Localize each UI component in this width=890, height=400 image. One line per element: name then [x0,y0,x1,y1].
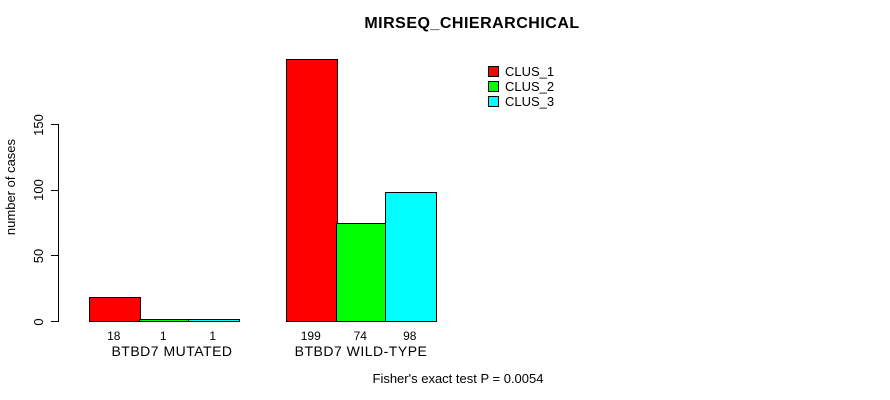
y-tick-label-100: 100 [30,179,46,202]
chart-title: MIRSEQ_CHIERARCHICAL [364,15,580,32]
group-label-1: BTBD7 MUTATED [111,343,233,359]
fisher-test-annotation: Fisher's exact test P = 0.0054 [372,371,544,386]
legend-row-clus_3: CLUS_3 [488,94,554,109]
legend-label: CLUS_2 [505,79,555,94]
bar-clus_1-group2 [286,59,338,323]
legend-label: CLUS_3 [505,94,555,109]
bar-value-label: 1 [209,329,217,343]
y-tick-0 [51,321,58,322]
bar-value-label: 18 [107,329,121,343]
legend-label: CLUS_1 [505,64,555,79]
group-label-2: BTBD7 WILD-TYPE [294,343,428,359]
y-tick-50 [51,255,58,257]
bar-clus_3-group2 [385,191,437,323]
legend-swatch-icon [488,81,499,92]
legend-row-clus_1: CLUS_1 [488,64,554,79]
legend-row-clus_2: CLUS_2 [488,79,554,94]
bar-clus_3-group1 [188,319,240,323]
y-tick-label-50: 50 [30,248,46,264]
y-axis-label: number of cases [3,138,18,236]
bar-value-label: 1 [159,329,167,343]
y-tick-label-0: 0 [30,317,46,326]
bar-value-label: 199 [300,329,321,343]
legend: CLUS_1 CLUS_2 CLUS_3 [488,64,554,109]
bar-clus_2-group2 [335,223,387,323]
y-tick-150 [51,124,58,125]
legend-swatch-icon [488,66,499,77]
y-tick-100 [51,189,58,191]
y-axis-line [58,124,59,322]
bar-value-label: 74 [353,329,367,343]
bar-clus_1-group1 [89,296,141,323]
bar-clus_2-group1 [138,319,190,323]
y-tick-label-150: 150 [30,113,46,136]
bar-value-label: 98 [403,329,417,343]
legend-swatch-icon [488,96,499,107]
